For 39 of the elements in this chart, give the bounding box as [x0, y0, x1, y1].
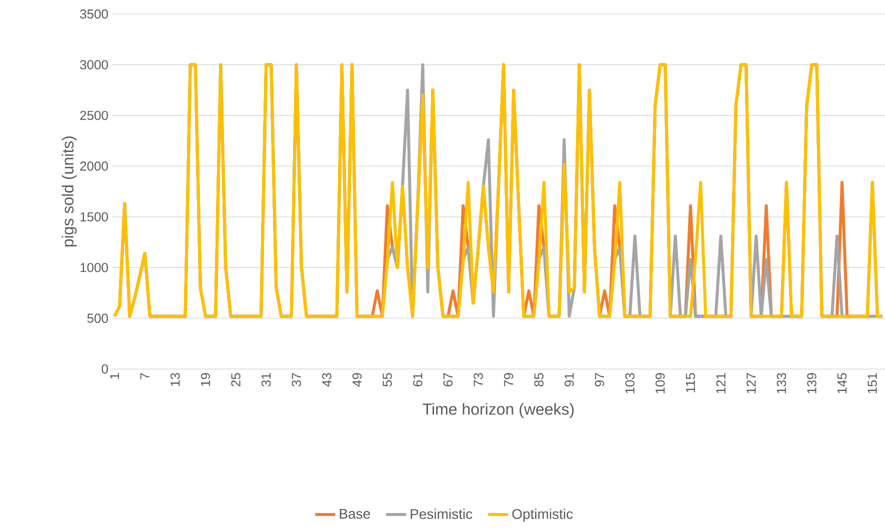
x-tick-label: 79	[504, 373, 514, 386]
y-tick-label: 0	[102, 364, 108, 374]
x-tick-label: 19	[200, 373, 210, 386]
y-tick-label: 500	[87, 314, 108, 323]
x-tick-label: 109	[656, 373, 665, 394]
x-tick-label: 145	[838, 373, 847, 394]
x-tick-label: 91	[564, 373, 574, 386]
legend-label: Base	[340, 508, 370, 519]
x-tick-label: 61	[413, 373, 422, 386]
legend-label: Pesimistic	[410, 508, 472, 519]
x-tick-label: 25	[231, 373, 240, 386]
x-tick-label: 127	[746, 373, 756, 394]
legend-label: Optimistic	[512, 508, 573, 522]
x-tick-label: 1	[110, 373, 120, 379]
x-tick-label: 13	[170, 373, 180, 386]
y-tick-label: 3000	[80, 60, 108, 70]
x-tick-label: 43	[322, 373, 332, 387]
x-tick-label: 37	[292, 373, 302, 386]
x-tick-label: 151	[868, 373, 877, 394]
y-tick-label: 1500	[80, 212, 108, 222]
x-tick-label: 85	[534, 373, 544, 386]
x-axis-title: Time horizon (weeks)	[422, 403, 574, 418]
x-tick-label: 31	[262, 373, 271, 386]
x-tick-label: 49	[352, 373, 362, 387]
x-tick-label: 115	[686, 373, 696, 392]
x-tick-label: 7	[140, 373, 150, 380]
x-tick-label: 133	[776, 373, 786, 394]
x-tick-label: 73	[474, 373, 483, 386]
y-tick-label: 2000	[80, 162, 108, 171]
y-axis-title: pigs sold (units)	[62, 136, 77, 246]
x-tick-label: 103	[625, 373, 634, 394]
x-tick-label: 121	[716, 373, 726, 394]
y-tick-label: 3500	[80, 9, 108, 19]
x-tick-label: 139	[807, 373, 816, 394]
x-tick-label: 67	[443, 373, 453, 386]
x-tick-label: 97	[594, 373, 604, 386]
y-tick-label: 2500	[80, 110, 108, 120]
x-tick-label: 55	[382, 373, 392, 386]
y-tick-label: 1000	[80, 262, 108, 272]
